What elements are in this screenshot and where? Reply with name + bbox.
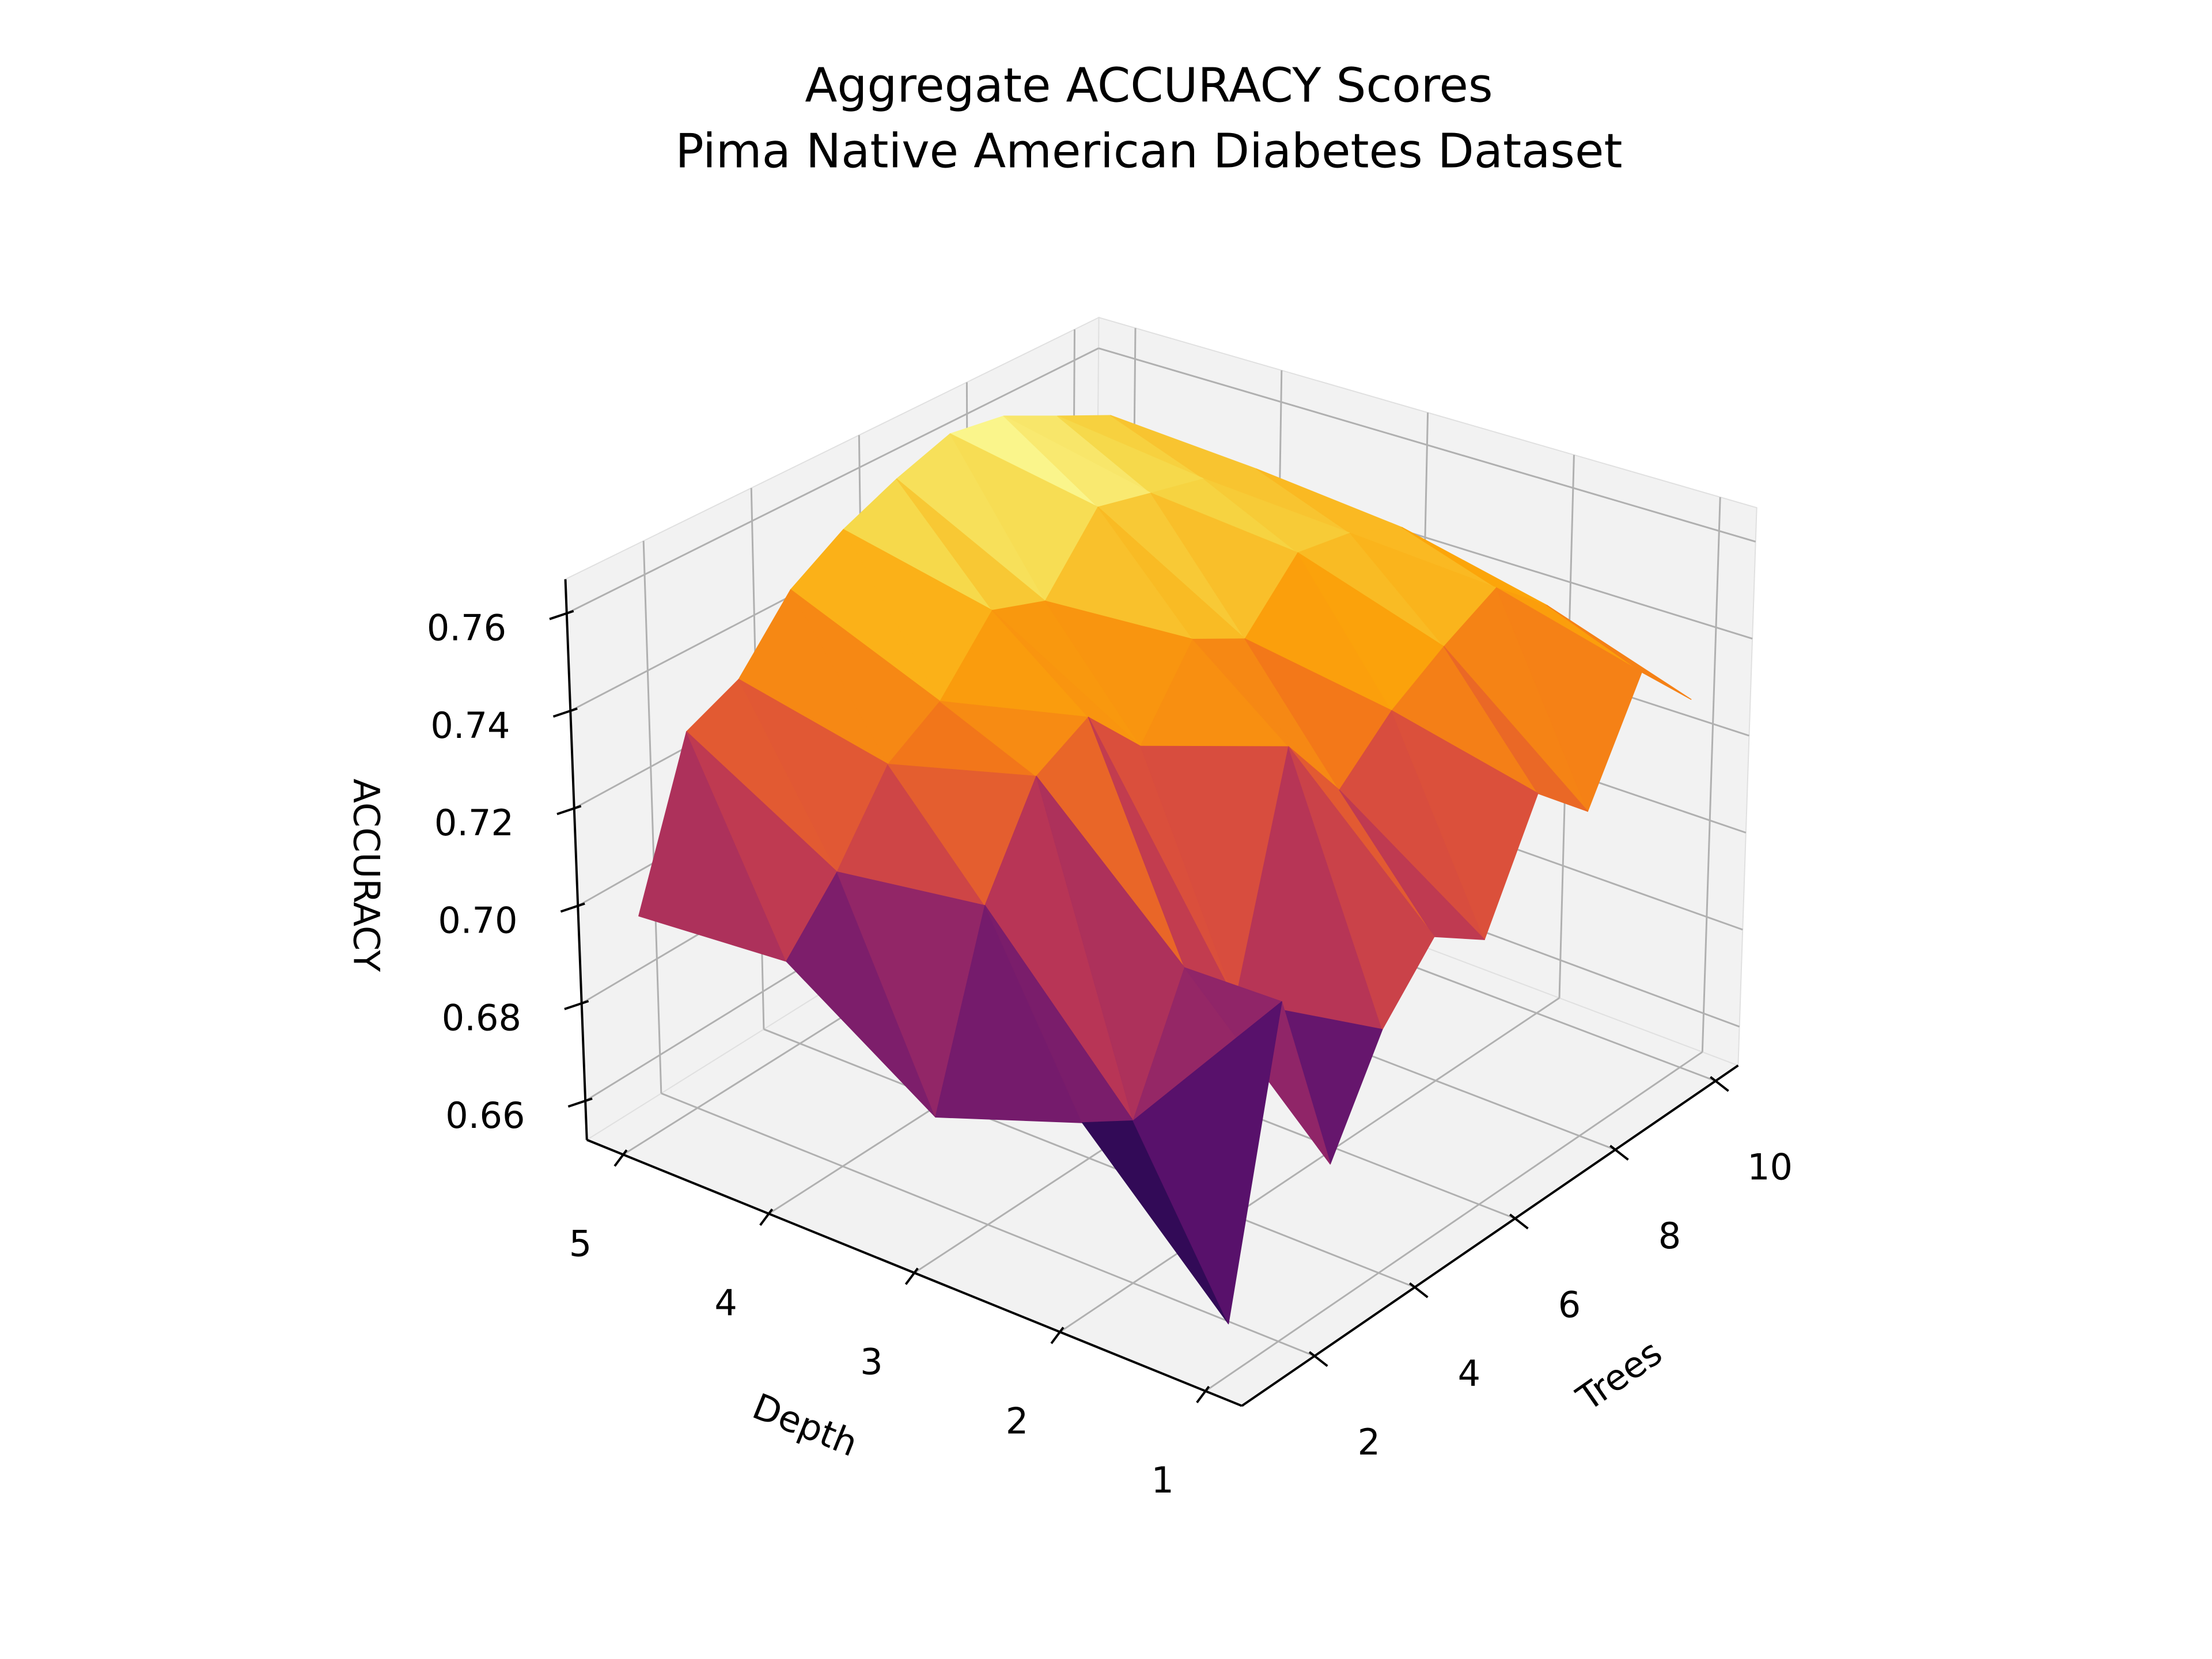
z-tick-label: 0.76 bbox=[427, 607, 506, 649]
z-tick-label: 0.74 bbox=[430, 704, 510, 747]
tick-mark bbox=[556, 805, 582, 816]
axis-line bbox=[1241, 1065, 1739, 1407]
z-tick-label: 0.68 bbox=[442, 997, 521, 1039]
axis-line bbox=[564, 579, 588, 1140]
surface-facet bbox=[1546, 605, 1692, 700]
tick-mark bbox=[1710, 1075, 1729, 1092]
chart-subtitle: Pima Native American Diabetes Dataset bbox=[675, 124, 1622, 179]
surface-facet bbox=[1339, 789, 1485, 940]
y-tick-label: 5 bbox=[569, 1222, 592, 1264]
surface-facet bbox=[1288, 746, 1435, 1030]
tick-mark bbox=[552, 707, 578, 718]
tick-mark bbox=[1196, 1385, 1210, 1403]
y-tick-label: 2 bbox=[1006, 1400, 1028, 1442]
surface-facet bbox=[1132, 1001, 1282, 1324]
x-tick-label: 6 bbox=[1558, 1283, 1581, 1325]
tick-mark bbox=[759, 1208, 774, 1226]
z-tick-label: 0.72 bbox=[434, 802, 514, 844]
grid-line bbox=[1098, 347, 1756, 543]
x-tick-label: 10 bbox=[1747, 1146, 1793, 1188]
tick-mark bbox=[1308, 1351, 1328, 1367]
y-tick-label: 1 bbox=[1151, 1459, 1173, 1501]
tick-mark bbox=[904, 1267, 919, 1285]
tick-mark bbox=[1509, 1213, 1529, 1230]
y-tick-label: 3 bbox=[860, 1341, 882, 1383]
tick-mark bbox=[1050, 1327, 1065, 1344]
tick-mark bbox=[549, 609, 574, 620]
surface-facet bbox=[1391, 710, 1539, 940]
grid-line bbox=[1059, 997, 1560, 1333]
axes: 1 2 3 4 5 2 4 6 8 10 0.66 0.68 0.70 0.72 0.74 0.76 bbox=[427, 579, 1793, 1501]
z-tick-label: 0.70 bbox=[438, 899, 517, 941]
surface-facet bbox=[1443, 646, 1588, 812]
grid-line bbox=[642, 540, 662, 1094]
grid-line bbox=[1701, 497, 1721, 1052]
tick-mark bbox=[613, 1149, 628, 1167]
z-tick-label: 0.66 bbox=[445, 1094, 525, 1137]
tick-mark bbox=[564, 999, 589, 1010]
tick-mark bbox=[1408, 1282, 1429, 1298]
z-axis-label: ACCURACY bbox=[345, 779, 387, 973]
x-tick-label: 8 bbox=[1658, 1215, 1681, 1257]
tick-mark bbox=[1609, 1145, 1629, 1161]
grid-line bbox=[566, 347, 1099, 615]
y-tick-label: 4 bbox=[714, 1282, 737, 1324]
surface bbox=[638, 415, 1692, 1324]
tick-mark bbox=[567, 1097, 593, 1108]
chart-title: Aggregate ACCURACY Scores bbox=[805, 58, 1493, 113]
surface-facet bbox=[1496, 587, 1642, 812]
x-tick-label: 4 bbox=[1458, 1353, 1480, 1395]
tick-mark bbox=[560, 902, 585, 913]
x-tick-label: 2 bbox=[1358, 1421, 1380, 1463]
grid-line bbox=[1205, 1051, 1703, 1392]
